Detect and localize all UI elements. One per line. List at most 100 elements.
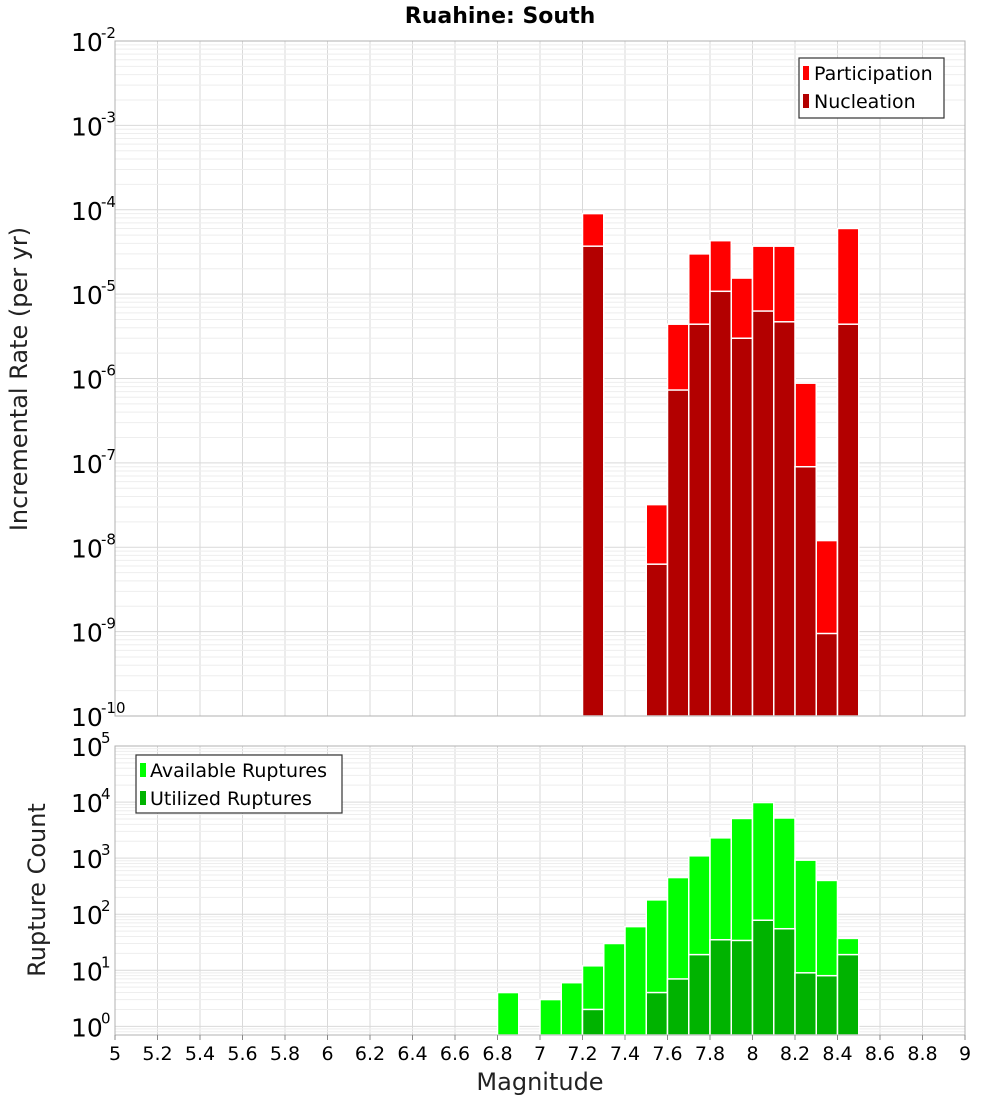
x-axis-label: Magnitude — [476, 1068, 603, 1096]
legend-label-available-ruptures: Available Ruptures — [150, 760, 327, 782]
y-tick-base: 10 — [71, 112, 103, 141]
bar-nucleation — [751, 310, 775, 717]
y-tick-exponent: -2 — [101, 24, 116, 42]
legend-swatch-available-ruptures — [140, 763, 146, 777]
y-tick-exponent: 2 — [101, 897, 111, 915]
count-panel-legend: Available Ruptures Utilized Ruptures — [135, 754, 343, 814]
x-tick-label: 5 — [109, 1043, 121, 1065]
legend-swatch-participation — [803, 66, 809, 80]
x-tick-label: 6.4 — [397, 1043, 427, 1065]
legend-swatch-nucleation — [803, 94, 809, 108]
y-tick-base: 10 — [71, 733, 103, 762]
bar-utilized-ruptures — [751, 919, 775, 1036]
legend-label-participation: Participation — [814, 63, 933, 85]
x-tick-label: 6 — [321, 1043, 333, 1065]
y-tick-base: 10 — [71, 450, 103, 479]
x-axis-ticks: 5 5.2 5.4 5.6 5.8 6 6.2 6.4 6.6 6.8 7 7.2 7.4 7.6 7.8 8… — [109, 1035, 971, 1065]
x-tick-label: 7 — [534, 1043, 546, 1065]
y-tick-exponent: 3 — [101, 841, 111, 859]
y-tick-exponent: -3 — [101, 108, 116, 126]
x-tick-label: 6.2 — [355, 1043, 385, 1065]
y-tick-label: 10-4 — [71, 193, 116, 226]
chart-title: Ruahine: South — [405, 4, 596, 29]
bar-nucleation — [581, 245, 605, 717]
x-tick-label: 5.8 — [270, 1043, 300, 1065]
y-tick-base: 10 — [71, 28, 103, 57]
y-tick-label: 101 — [71, 953, 111, 986]
x-tick-label: 5.4 — [185, 1043, 215, 1065]
rate-legend-box — [798, 57, 945, 119]
x-tick-label: 8.6 — [865, 1043, 895, 1065]
bar-nucleation — [836, 323, 860, 717]
y-tick-exponent: 0 — [101, 1009, 111, 1027]
legend-label-nucleation: Nucleation — [814, 91, 916, 113]
bar-available-ruptures — [624, 925, 647, 1036]
y-tick-base: 10 — [71, 366, 103, 395]
x-tick-label: 8.4 — [822, 1043, 852, 1065]
y-tick-base: 10 — [71, 789, 103, 818]
x-tick-label: 5.2 — [142, 1043, 172, 1065]
y-tick-exponent: 4 — [101, 785, 111, 803]
bar-available-ruptures — [560, 981, 584, 1036]
bar-utilized-ruptures — [815, 974, 839, 1036]
x-tick-label: 7.2 — [567, 1043, 597, 1065]
bar-nucleation — [815, 632, 839, 717]
y-tick-exponent: -4 — [101, 193, 116, 211]
y-tick-label: 10-7 — [71, 446, 116, 479]
bar-utilized-ruptures — [773, 927, 796, 1036]
bar-utilized-ruptures — [581, 1008, 605, 1036]
bar-nucleation — [645, 563, 669, 717]
y-tick-exponent: -6 — [101, 362, 116, 380]
bar-nucleation — [666, 389, 690, 717]
y-tick-base: 10 — [71, 281, 103, 310]
y-tick-exponent: -8 — [101, 530, 116, 548]
x-tick-label: 5.6 — [227, 1043, 257, 1065]
x-tick-label: 8.8 — [907, 1043, 937, 1065]
y-tick-label: 104 — [71, 785, 111, 818]
x-tick-label: 7.6 — [652, 1043, 682, 1065]
y-tick-label: 10-5 — [71, 277, 116, 310]
bar-utilized-ruptures — [836, 953, 860, 1036]
y-tick-exponent: 5 — [101, 729, 111, 747]
y-tick-base: 10 — [71, 703, 103, 732]
y-tick-base: 10 — [71, 619, 103, 648]
bar-utilized-ruptures — [688, 953, 711, 1036]
y-tick-label: 10-3 — [71, 108, 116, 141]
y-tick-label: 10-9 — [71, 615, 116, 648]
x-tick-label: 8.2 — [780, 1043, 810, 1065]
x-tick-label: 6.8 — [482, 1043, 512, 1065]
y-tick-exponent: -5 — [101, 277, 116, 295]
bar-utilized-ruptures — [794, 972, 817, 1036]
y-tick-base: 10 — [71, 197, 103, 226]
x-tick-label: 7.8 — [695, 1043, 725, 1065]
count-panel-y-axis-label: Rupture Count — [23, 803, 51, 977]
bar-utilized-ruptures — [709, 939, 732, 1036]
y-tick-base: 10 — [71, 957, 103, 986]
y-tick-exponent: -9 — [101, 615, 116, 633]
bar-utilized-ruptures — [645, 991, 669, 1036]
bar-nucleation — [709, 290, 732, 717]
bar-nucleation — [773, 321, 796, 717]
y-tick-label: 105 — [71, 729, 111, 762]
bar-nucleation — [688, 323, 711, 717]
rate-panel-legend: Participation Nucleation — [798, 57, 945, 119]
y-tick-label: 100 — [71, 1009, 111, 1042]
y-tick-base: 10 — [71, 1013, 103, 1042]
y-tick-label: 103 — [71, 841, 111, 874]
rate-panel-frame — [114, 40, 966, 717]
y-tick-label: 10-6 — [71, 362, 116, 395]
y-tick-exponent: -7 — [101, 446, 116, 464]
y-tick-label: 102 — [71, 897, 111, 930]
bar-nucleation — [794, 465, 817, 717]
bar-utilized-ruptures — [666, 978, 690, 1036]
legend-swatch-utilized-ruptures — [140, 791, 146, 805]
rate-panel-bars — [581, 212, 860, 717]
y-tick-exponent: -10 — [101, 699, 126, 717]
bar-available-ruptures — [603, 942, 626, 1036]
x-tick-label: 8 — [746, 1043, 758, 1065]
